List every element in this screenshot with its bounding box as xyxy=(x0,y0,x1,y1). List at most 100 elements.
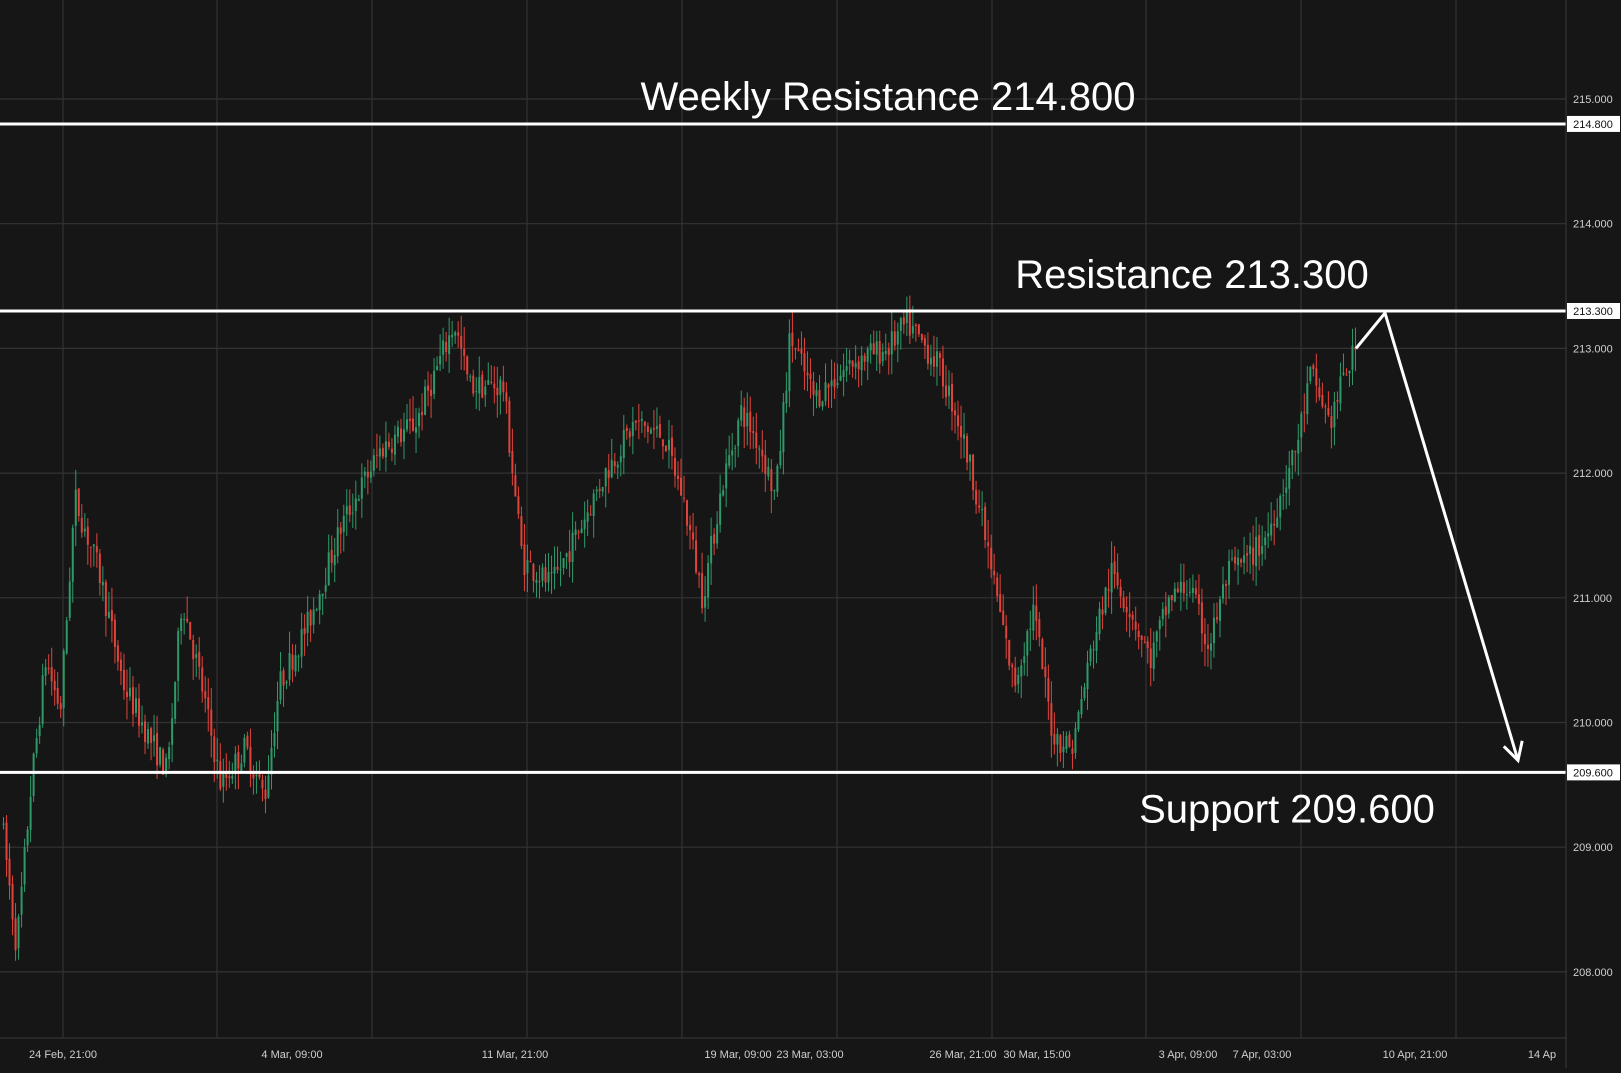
candle-body xyxy=(1041,639,1044,670)
candle-body xyxy=(944,385,947,398)
candle-body xyxy=(920,333,923,341)
x-tick-label: 10 Apr, 21:00 xyxy=(1383,1049,1448,1061)
candle-body xyxy=(1035,605,1038,622)
candle-body xyxy=(1215,617,1218,620)
candle-body xyxy=(1038,619,1041,638)
candle-body xyxy=(755,432,758,448)
candle-body xyxy=(957,415,960,427)
candle-body xyxy=(1056,733,1059,745)
candle-body xyxy=(345,506,348,515)
candle-body xyxy=(1300,413,1303,438)
candle-body xyxy=(439,356,442,365)
y-tick-label: 211.000 xyxy=(1573,593,1612,605)
candle-body xyxy=(1032,604,1035,631)
candle-body xyxy=(324,584,327,592)
candle-body xyxy=(550,572,553,574)
candle-body xyxy=(86,526,89,545)
candle-body xyxy=(1252,547,1255,565)
candle-body xyxy=(1092,649,1095,651)
candle-body xyxy=(41,675,44,725)
candle-body xyxy=(1294,450,1297,452)
candle-body xyxy=(583,519,586,530)
candle-body xyxy=(1339,376,1342,404)
candles xyxy=(2,295,1357,961)
candle-body xyxy=(463,348,466,356)
candle-body xyxy=(1258,535,1261,556)
candle-body xyxy=(258,773,261,778)
candle-body xyxy=(568,551,571,563)
candle-body xyxy=(966,435,969,463)
candle-body xyxy=(156,733,159,766)
candle-body xyxy=(646,426,649,433)
x-tick-label: 24 Feb, 21:00 xyxy=(29,1049,97,1061)
candle-body xyxy=(1044,666,1047,678)
candle-body xyxy=(1083,687,1086,699)
candle-body xyxy=(947,385,950,396)
candle-body xyxy=(327,552,330,586)
candle-body xyxy=(1246,553,1249,556)
candle-body xyxy=(1234,556,1237,564)
candle-body xyxy=(153,735,156,742)
candle-body xyxy=(1146,641,1149,649)
candle-body xyxy=(1321,394,1324,407)
candle-body xyxy=(767,466,770,477)
candle-body xyxy=(725,463,728,489)
candle-body xyxy=(1209,643,1212,651)
projection-path xyxy=(1354,309,1520,761)
candle-body xyxy=(1050,703,1053,736)
candle-body xyxy=(412,418,415,431)
candle-body xyxy=(1273,523,1276,526)
candle-body xyxy=(869,343,872,351)
candle-body xyxy=(493,383,496,389)
candle-body xyxy=(881,351,884,362)
candle-body xyxy=(782,402,785,453)
candle-body xyxy=(366,471,369,478)
candle-body xyxy=(779,450,782,466)
candle-body xyxy=(83,528,86,532)
candle-body xyxy=(1155,631,1158,642)
candle-body xyxy=(138,698,141,726)
candle-body xyxy=(273,732,276,747)
candle-body xyxy=(929,357,932,365)
candle-body xyxy=(689,524,692,531)
level-axis-badge xyxy=(1567,764,1620,781)
candle-body xyxy=(601,486,604,492)
level-annotation: Support 209.600 xyxy=(1139,787,1435,831)
candle-body xyxy=(1074,728,1077,753)
candle-body xyxy=(1158,620,1161,630)
candle-body xyxy=(655,426,658,429)
candle-body xyxy=(520,516,523,547)
candle-body xyxy=(664,445,667,452)
candle-body xyxy=(192,639,195,660)
candle-body xyxy=(559,568,562,570)
candle-body xyxy=(622,430,625,459)
candle-body xyxy=(264,789,267,800)
candle-body xyxy=(475,391,478,393)
candle-body xyxy=(1270,523,1273,536)
candle-body xyxy=(1237,557,1240,566)
candle-body xyxy=(294,655,297,672)
candle-body xyxy=(1164,606,1167,616)
candle-body xyxy=(502,381,505,393)
candle-body xyxy=(1029,628,1032,630)
candle-body xyxy=(333,554,336,566)
x-tick-label: 4 Mar, 09:00 xyxy=(261,1049,322,1061)
candle-body xyxy=(752,431,755,434)
candle-body xyxy=(1086,662,1089,690)
y-tick-label: 213.000 xyxy=(1573,343,1613,355)
candle-body xyxy=(162,749,165,775)
candle-body xyxy=(231,775,234,779)
candle-body xyxy=(1282,494,1285,496)
candle-body xyxy=(448,335,451,355)
candle-body xyxy=(243,737,246,763)
candle-body xyxy=(297,656,300,658)
level-axis-badge xyxy=(1567,302,1620,319)
candle-body xyxy=(1005,625,1008,639)
candle-body xyxy=(20,886,23,915)
candle-body xyxy=(1116,572,1119,586)
candle-body xyxy=(433,370,436,395)
candle-body xyxy=(424,386,427,415)
candle-body xyxy=(1264,537,1267,545)
candle-body xyxy=(357,499,360,501)
candle-body xyxy=(722,490,725,496)
